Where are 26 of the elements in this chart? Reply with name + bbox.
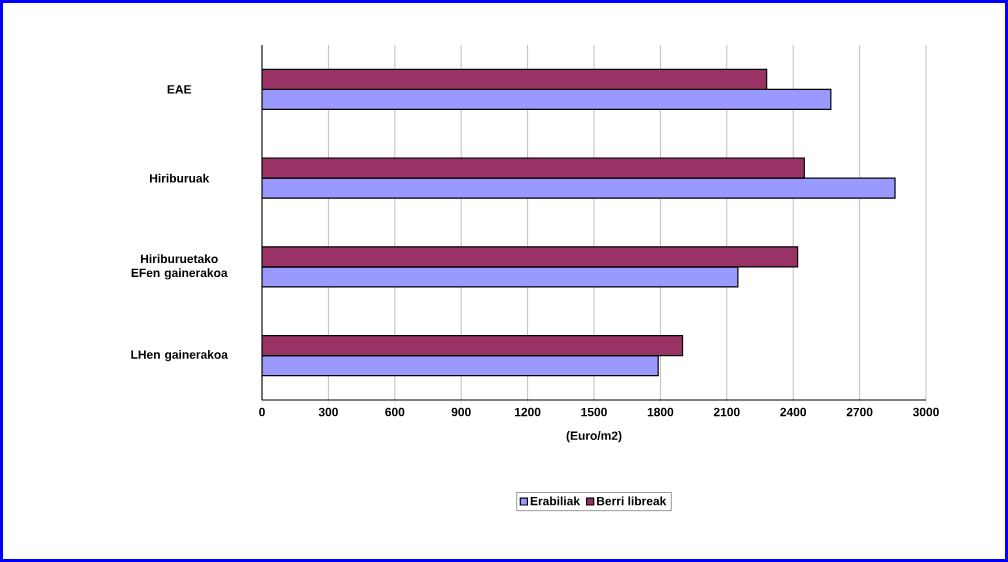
bar <box>262 266 739 288</box>
legend-label: Erabiliak <box>530 496 581 506</box>
y-tick-label: EAE <box>167 85 192 94</box>
x-tick-label: 1500 <box>581 407 607 417</box>
y-tick-label: LHen gainerakoa <box>131 350 228 362</box>
x-tick-label: 2100 <box>713 407 740 417</box>
x-tick-label: 2400 <box>780 407 807 417</box>
bar <box>262 355 659 377</box>
x-tick-label: 900 <box>451 407 471 417</box>
x-tick-label: 600 <box>385 407 405 417</box>
x-tick-label: 1800 <box>647 407 674 417</box>
x-tick-label: 1200 <box>515 407 541 417</box>
y-tick-label: Hiriburuetako EFen gainerakoa <box>131 254 228 280</box>
legend-label: Berri libreak <box>597 496 667 506</box>
bar <box>262 88 832 110</box>
bar <box>262 177 896 199</box>
x-tick-label: 300 <box>318 407 338 417</box>
bar <box>262 246 799 268</box>
bar <box>262 157 805 179</box>
bar <box>262 68 768 90</box>
x-tick-label: 3000 <box>912 407 939 417</box>
y-tick-label: Hiriburuak <box>150 173 210 183</box>
x-tick-label: 0 <box>259 407 265 417</box>
x-tick-label: 2700 <box>846 407 873 417</box>
bar <box>262 335 684 357</box>
x-axis-title: (Euro/m2) <box>566 431 622 443</box>
